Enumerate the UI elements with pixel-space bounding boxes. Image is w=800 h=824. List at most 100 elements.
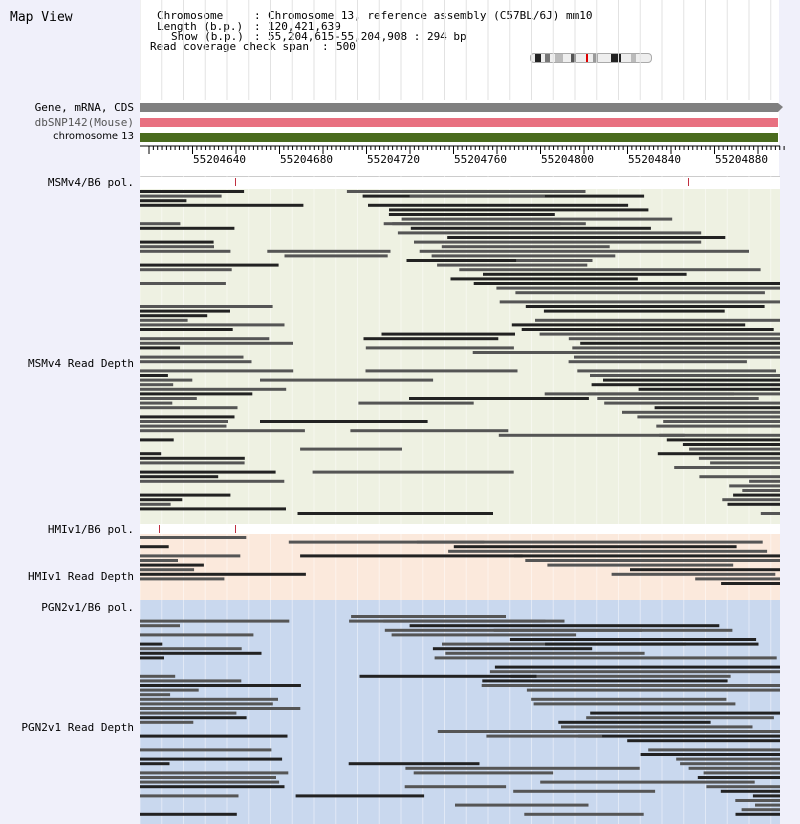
read-bar bbox=[414, 240, 702, 244]
read-bar bbox=[656, 424, 780, 428]
ruler-label: 55204680 bbox=[280, 153, 333, 166]
read-bar bbox=[260, 420, 428, 423]
read-bar bbox=[140, 702, 273, 706]
read-bar bbox=[363, 337, 499, 341]
read-bar bbox=[688, 766, 780, 770]
read-bar bbox=[140, 785, 285, 789]
read-bar bbox=[140, 245, 214, 249]
read-bar bbox=[657, 452, 780, 456]
read-bar bbox=[434, 656, 777, 660]
read-bar bbox=[140, 572, 306, 576]
pgn2v1-pol-label: PGN2v1/B6 pol. bbox=[41, 601, 134, 614]
read-bar bbox=[140, 282, 226, 285]
read-bar bbox=[680, 762, 780, 766]
read-bar bbox=[140, 545, 169, 549]
read-bar bbox=[391, 633, 577, 637]
read-bar bbox=[540, 780, 755, 784]
read-bar bbox=[346, 190, 586, 193]
snp-track-bar[interactable] bbox=[140, 118, 778, 127]
read-bar bbox=[568, 337, 780, 341]
read-bar bbox=[348, 762, 480, 766]
read-bar bbox=[603, 378, 780, 382]
read-bar bbox=[621, 730, 780, 733]
read-bar bbox=[590, 374, 780, 377]
read-bar bbox=[140, 697, 278, 701]
read-bar bbox=[140, 720, 194, 724]
read-bar bbox=[140, 314, 208, 318]
chromosome-track-label: chromosome 13 bbox=[53, 131, 134, 142]
read-bar bbox=[140, 199, 187, 203]
read-bar bbox=[140, 498, 183, 502]
read-bar bbox=[413, 771, 554, 775]
read-bar bbox=[410, 226, 651, 230]
snp-marker[interactable] bbox=[235, 525, 236, 533]
left-label-column bbox=[0, 0, 140, 824]
ruler bbox=[140, 145, 785, 154]
snp-marker[interactable] bbox=[235, 178, 236, 186]
pgn2v1-depth-label: PGN2v1 Read Depth bbox=[21, 721, 134, 734]
read-bar bbox=[267, 249, 391, 253]
read-bar bbox=[140, 461, 245, 465]
read-bar bbox=[489, 670, 780, 674]
read-bar bbox=[509, 638, 757, 641]
read-bar bbox=[544, 392, 734, 396]
read-bar bbox=[140, 323, 285, 327]
hmiv1-pol-band bbox=[140, 524, 780, 534]
read-bar bbox=[140, 624, 180, 628]
read-bar bbox=[140, 502, 171, 506]
read-bar bbox=[140, 203, 304, 207]
read-bar bbox=[140, 194, 222, 198]
ruler-label: 55204880 bbox=[715, 153, 768, 166]
read-bar bbox=[597, 397, 759, 400]
read-bar bbox=[706, 785, 780, 789]
read-bar bbox=[350, 429, 509, 433]
read-bar bbox=[590, 711, 780, 715]
chromosome-ideogram[interactable] bbox=[530, 53, 652, 63]
read-bar bbox=[494, 665, 780, 669]
read-bar bbox=[140, 383, 174, 387]
read-bar bbox=[140, 222, 181, 226]
read-bar bbox=[558, 720, 711, 724]
read-bar bbox=[140, 438, 174, 442]
snp-marker[interactable] bbox=[688, 178, 689, 186]
read-bar bbox=[140, 424, 227, 428]
read-bar bbox=[742, 489, 780, 492]
read-bar bbox=[140, 656, 164, 660]
read-bar bbox=[577, 369, 776, 373]
gene-track-bar[interactable] bbox=[140, 103, 778, 112]
read-bar bbox=[140, 493, 231, 497]
page-title: Map View bbox=[10, 10, 73, 25]
read-bar bbox=[472, 351, 717, 354]
read-bar bbox=[295, 794, 425, 798]
read-bar bbox=[140, 341, 293, 345]
read-bar bbox=[140, 716, 247, 720]
read-bar bbox=[638, 387, 780, 391]
read-bar bbox=[300, 554, 523, 558]
read-bar bbox=[432, 647, 593, 651]
read-bar bbox=[493, 628, 733, 632]
read-bar bbox=[409, 194, 545, 198]
read-bar bbox=[140, 337, 270, 341]
read-bar bbox=[140, 684, 301, 687]
read-bar bbox=[140, 707, 301, 710]
read-bar bbox=[604, 401, 780, 405]
read-bar bbox=[140, 318, 188, 322]
read-bar bbox=[140, 429, 305, 433]
read-bar bbox=[140, 309, 230, 313]
read-bar bbox=[140, 374, 168, 377]
read-bar bbox=[140, 470, 276, 474]
read-bar bbox=[284, 254, 388, 258]
read-bar bbox=[140, 734, 288, 738]
read-bar bbox=[140, 475, 219, 479]
read-bar bbox=[140, 355, 244, 359]
chromosome-track-bar[interactable] bbox=[140, 133, 778, 142]
read-bar bbox=[448, 549, 768, 553]
right-margin bbox=[779, 0, 800, 824]
snp-marker[interactable] bbox=[159, 525, 160, 533]
read-bar bbox=[409, 624, 720, 628]
read-bar bbox=[545, 642, 759, 646]
read-bar bbox=[140, 452, 162, 456]
read-bar bbox=[561, 725, 753, 729]
read-bar bbox=[140, 392, 253, 396]
